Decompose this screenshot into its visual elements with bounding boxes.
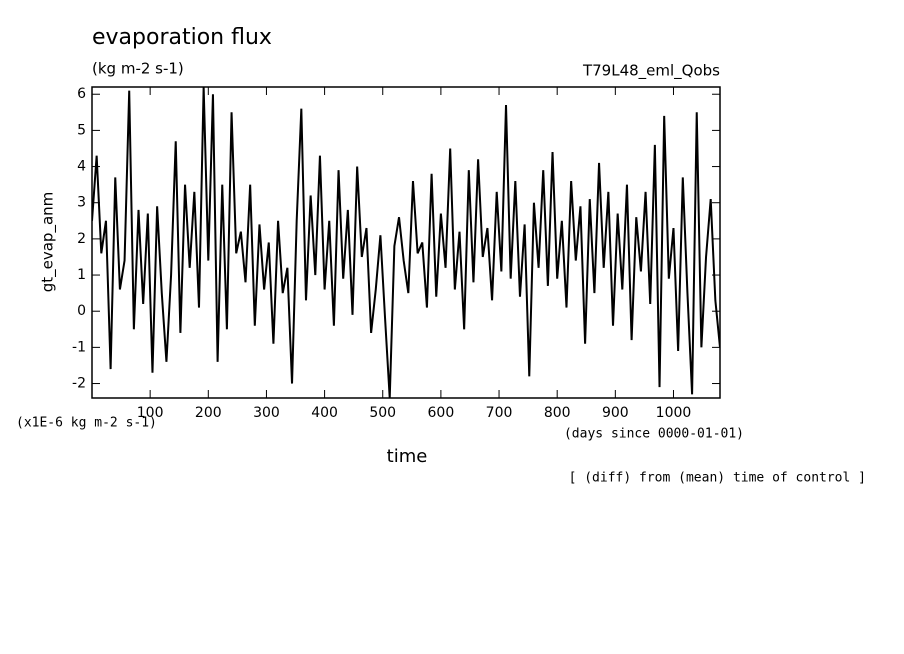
chart-subtitle: (kg m-2 s-1) [92, 60, 184, 78]
x-unit: (days since 0000-01-01) [564, 427, 744, 442]
x-tick-label: 300 [253, 405, 280, 421]
x-tick-label: 900 [602, 405, 629, 421]
x-tick-label: 600 [428, 405, 455, 421]
y-tick-label: -1 [72, 339, 86, 355]
x-tick-label: 700 [486, 405, 513, 421]
y-tick-label: -2 [72, 376, 86, 392]
y-tick-label: 5 [77, 122, 86, 138]
plot-frame [91, 86, 721, 399]
note: [ (diff) from (mean) time of control ] [569, 471, 866, 486]
x-tick-label: 500 [369, 405, 396, 421]
y-tick-label: 2 [77, 231, 86, 247]
x-tick-label: 100 [137, 405, 164, 421]
run-label: T79L48_eml_Qobs [582, 62, 720, 81]
y-unit: (x1E-6 kg m-2 s-1) [16, 416, 157, 431]
y-tick-label: 3 [77, 195, 86, 211]
y-axis-label: gt_evap_anm [39, 192, 58, 293]
y-tick-label: 0 [77, 303, 86, 319]
x-tick-label: 1000 [656, 405, 692, 421]
chart-title: evaporation flux [92, 25, 272, 50]
y-tick-label: 6 [77, 86, 86, 102]
x-tick-label: 800 [544, 405, 571, 421]
data-line [92, 87, 720, 398]
y-tick-label: 1 [77, 267, 86, 283]
x-tick-label: 400 [311, 405, 338, 421]
x-axis-label: time [387, 446, 428, 467]
x-tick-label: 200 [195, 405, 222, 421]
y-tick-label: 4 [77, 159, 86, 175]
